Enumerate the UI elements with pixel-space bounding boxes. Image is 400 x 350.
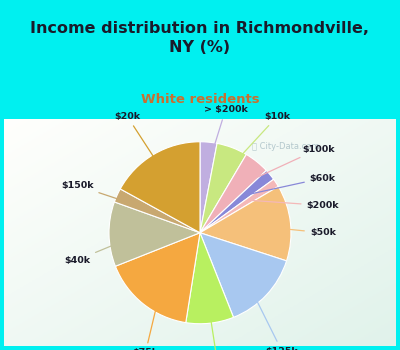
Wedge shape <box>200 170 274 233</box>
Text: $60k: $60k <box>248 174 336 195</box>
Text: $75k: $75k <box>132 282 162 350</box>
Text: $100k: $100k <box>240 145 335 186</box>
Wedge shape <box>200 233 286 317</box>
Text: $40k: $40k <box>64 235 138 265</box>
Text: $150k: $150k <box>61 181 144 208</box>
Wedge shape <box>109 202 200 266</box>
Wedge shape <box>200 142 217 233</box>
Text: > $200k: > $200k <box>204 105 248 171</box>
Text: ⓘ City-Data.com: ⓘ City-Data.com <box>252 142 320 151</box>
Wedge shape <box>200 187 291 261</box>
Wedge shape <box>200 154 266 233</box>
Wedge shape <box>115 233 200 323</box>
Text: $125k: $125k <box>244 276 298 350</box>
Wedge shape <box>114 189 200 233</box>
Text: $10k: $10k <box>223 112 290 175</box>
Text: Income distribution in Richmondville,
NY (%): Income distribution in Richmondville, NY… <box>30 21 370 55</box>
Text: $20k: $20k <box>114 112 168 180</box>
Text: $30k: $30k <box>205 294 231 350</box>
Text: White residents: White residents <box>141 93 259 106</box>
Wedge shape <box>120 142 200 233</box>
Wedge shape <box>200 144 246 233</box>
Wedge shape <box>186 233 234 324</box>
Text: $50k: $50k <box>262 226 336 237</box>
Text: $200k: $200k <box>252 201 339 210</box>
Wedge shape <box>200 179 278 233</box>
